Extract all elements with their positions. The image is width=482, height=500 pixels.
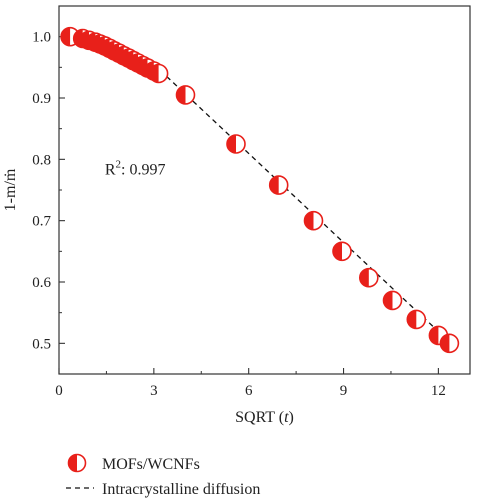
data-point <box>358 267 379 288</box>
r-squared-base: R <box>105 162 116 179</box>
tick-labels: 0 3 6 9 12 0.5 0.6 0.7 0.8 0.9 1.0 <box>32 30 446 399</box>
x-tick-label: 12 <box>431 383 446 399</box>
x-axis-label-prefix: SQRT ( <box>235 409 284 426</box>
data-point <box>268 175 289 195</box>
data-point <box>175 85 196 105</box>
y-tick-label: 0.8 <box>32 152 51 168</box>
x-tick-label: 6 <box>245 383 253 399</box>
legend-label-line: Intracrystalline diffusion <box>102 481 260 498</box>
y-tick-label: 1.0 <box>32 30 51 46</box>
x-tick-label: 0 <box>55 383 63 399</box>
data-point <box>303 210 324 231</box>
x-axis-label-suffix: ) <box>289 409 294 426</box>
y-tick-label: 0.5 <box>32 336 51 352</box>
x-axis-label-variable: t <box>284 409 289 426</box>
x-tick-label: 3 <box>150 383 158 399</box>
data-point <box>332 241 352 262</box>
r-squared-value: : 0.997 <box>121 162 165 179</box>
r-squared-annotation: R2: 0.997 <box>105 159 166 179</box>
y-tick-label: 0.7 <box>32 214 51 230</box>
marker-layer <box>60 26 460 354</box>
y-tick-label: 0.6 <box>32 275 51 291</box>
data-point <box>406 309 427 330</box>
y-tick-label: 0.9 <box>32 91 51 107</box>
x-tick-label: 9 <box>340 383 348 399</box>
data-point <box>148 63 169 84</box>
legend-marker-circle <box>67 453 87 473</box>
legend: MOFs/WCNFs Intracrystalline diffusion <box>66 453 260 498</box>
legend-marker-icon <box>67 453 87 473</box>
r-squared-superscript: 2 <box>116 159 122 171</box>
data-point <box>439 333 460 354</box>
y-axis-label: 1-m/ṁ <box>2 168 19 211</box>
legend-label-scatter: MOFs/WCNFs <box>102 456 200 473</box>
axis-ticks <box>58 36 439 374</box>
x-axis-label: SQRT (t) <box>235 409 294 426</box>
data-point <box>226 134 246 154</box>
data-point <box>382 290 403 311</box>
